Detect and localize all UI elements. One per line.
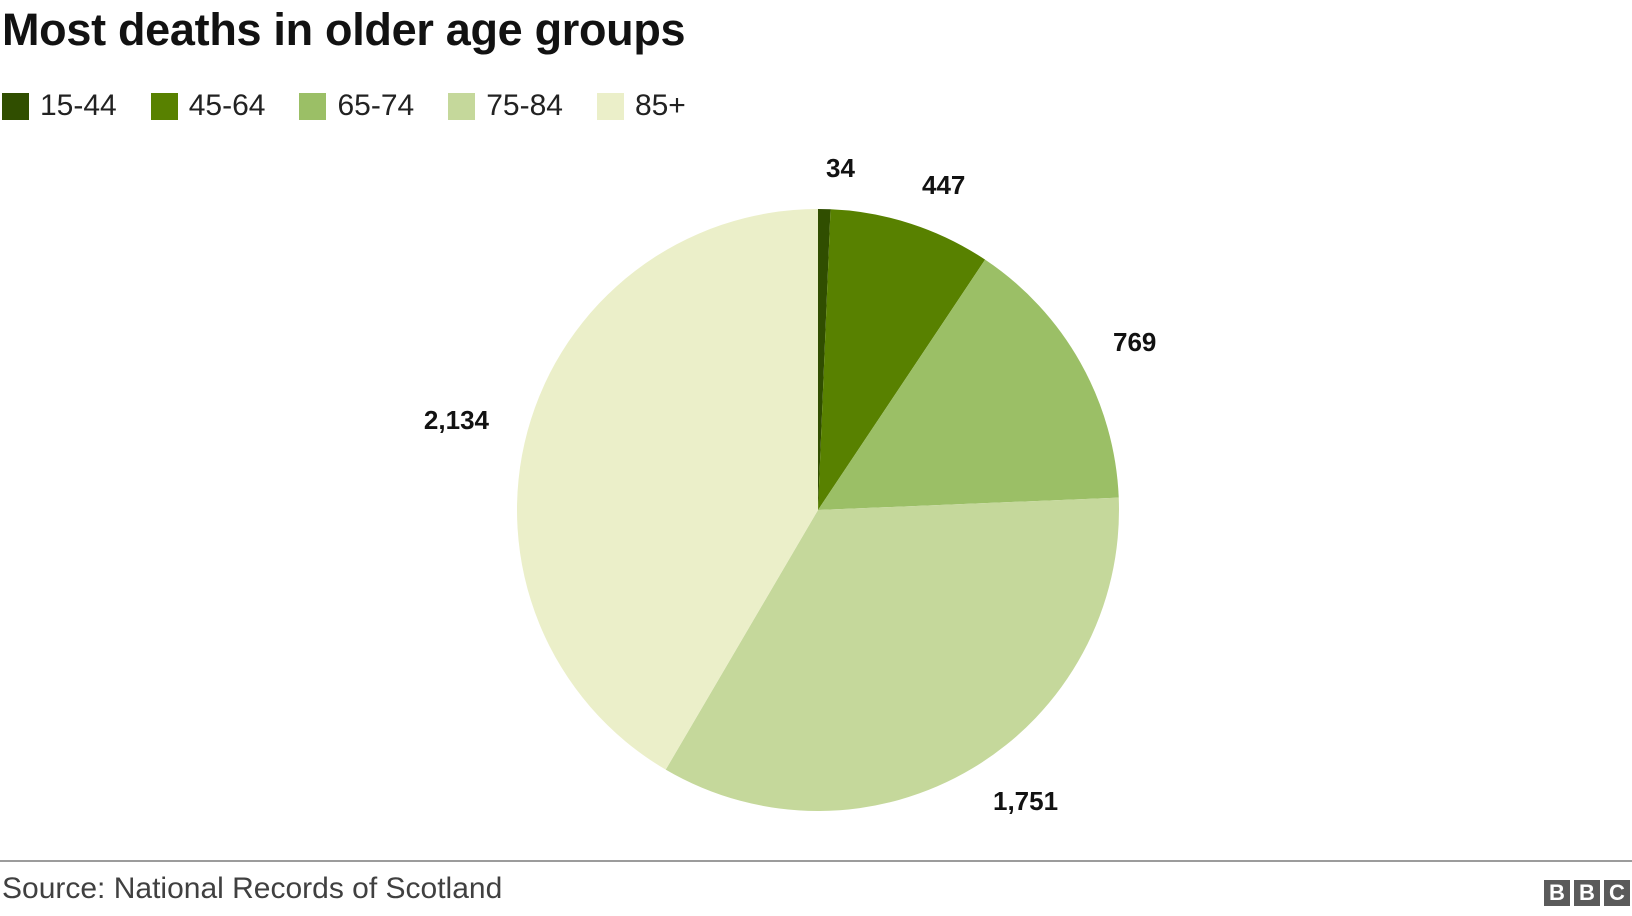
pie-slice-15-44 <box>818 209 831 510</box>
pie-labels: 34 447 769 1,751 2,134 <box>424 153 1156 816</box>
slice-label-65-74: 769 <box>1113 327 1156 357</box>
bbc-logo-letter: B <box>1574 880 1600 906</box>
footer-divider <box>0 860 1632 862</box>
legend-swatch-15-44 <box>2 92 29 120</box>
legend-item-45-64: 45-64 <box>150 89 266 123</box>
slice-label-85-plus: 2,134 <box>424 405 490 435</box>
legend-label-65-74: 65-74 <box>337 89 415 122</box>
legend-item-75-84: 75-84 <box>448 89 563 123</box>
bbc-logo-letter: B <box>1544 880 1570 906</box>
slice-label-15-44: 34 <box>826 153 855 183</box>
legend-swatch-45-64 <box>150 92 178 120</box>
pie-slice-65-74 <box>818 259 1119 510</box>
pie-slice-85-plus <box>516 209 818 770</box>
legend-swatch-85-plus <box>596 92 624 120</box>
source-note: Source: National Records of Scotland <box>2 872 503 905</box>
legend-label-45-64: 45-64 <box>188 89 266 122</box>
pie-slice-75-84 <box>665 497 1119 812</box>
slice-label-45-64: 447 <box>922 170 965 200</box>
legend-item-85-plus: 85+ <box>596 89 686 123</box>
bbc-logo: B B C <box>1540 880 1630 906</box>
pie-slice-45-64 <box>818 209 986 510</box>
legend-label-85-plus: 85+ <box>634 89 686 122</box>
legend-item-65-74: 65-74 <box>299 89 414 123</box>
chart-title: Most deaths in older age groups <box>2 4 686 55</box>
legend-label-75-84: 75-84 <box>486 89 563 122</box>
slice-label-75-84: 1,751 <box>993 786 1058 816</box>
pie-slices <box>516 209 1119 812</box>
legend-label-15-44: 15-44 <box>40 89 117 122</box>
legend-item-15-44: 15-44 <box>2 89 117 123</box>
legend-swatch-65-74 <box>299 92 327 120</box>
chart-legend: 15-44 45-64 65-74 75-84 85+ <box>2 88 720 124</box>
pie-chart: 34 447 769 1,751 2,134 <box>424 153 1156 816</box>
legend-swatch-75-84 <box>448 92 476 120</box>
bbc-logo-letter: C <box>1604 880 1630 906</box>
